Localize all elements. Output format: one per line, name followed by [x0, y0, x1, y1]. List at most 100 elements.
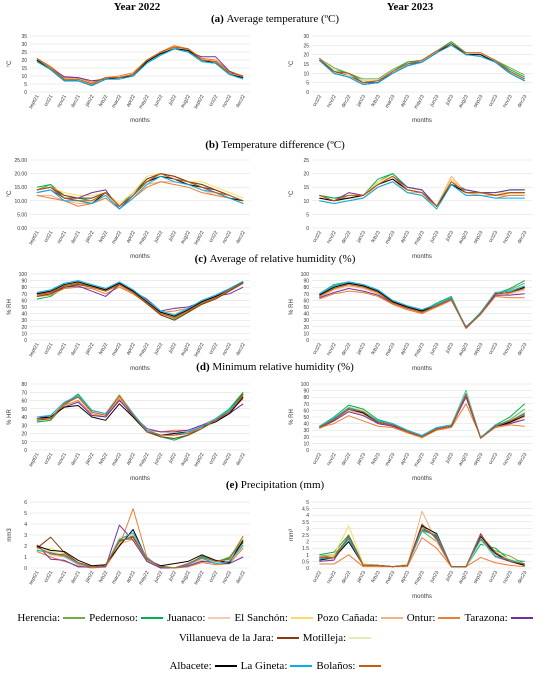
- y-axis-label: °C: [7, 60, 13, 67]
- y-tick-label: 30: [303, 34, 309, 40]
- x-tick-label: dec21: [70, 94, 82, 109]
- x-tick-label: nov23: [502, 230, 514, 245]
- series-line: [319, 537, 525, 568]
- x-tick-label: dec22: [340, 94, 352, 109]
- x-tick-label: dec23: [516, 452, 528, 467]
- y-tick-label: 60: [21, 399, 27, 405]
- series-line: [319, 175, 525, 207]
- legend-swatch: [290, 665, 313, 667]
- y-tick-label: 15: [21, 66, 27, 72]
- x-tick-label: sept22: [193, 342, 206, 358]
- x-tick-label: nov21: [56, 94, 68, 109]
- y-tick-label: 20: [303, 325, 309, 331]
- x-tick-label: jun22: [153, 230, 165, 245]
- panel-title: (b) Temperature difference (ºC): [205, 139, 345, 151]
- series-line: [319, 394, 525, 439]
- y-axis-label: % RH: [289, 409, 295, 425]
- x-tick-label: dec22: [340, 230, 352, 245]
- y-tick-label: 5.00: [17, 212, 27, 218]
- x-tick-label: mar22: [111, 342, 123, 357]
- x-tick-label: nov22: [326, 230, 338, 245]
- legend-label: Juanaco:: [166, 612, 206, 624]
- x-tick-label: nov21: [56, 452, 68, 467]
- x-tick-label: mar23: [384, 230, 396, 245]
- series-line: [36, 280, 244, 316]
- legend-label: Bolaños:: [316, 660, 356, 672]
- x-tick-label: jan22: [84, 452, 96, 467]
- y-tick-label: 1.5: [302, 546, 309, 552]
- x-tick-label: dec22: [235, 452, 247, 467]
- y-tick-label: 0: [306, 338, 309, 344]
- y-tick-label: 4: [306, 513, 309, 519]
- y-axis-label: °C: [7, 190, 13, 197]
- x-tick-label: jul23: [444, 570, 455, 583]
- series-line: [36, 400, 244, 433]
- y-tick-label: 0: [24, 448, 27, 454]
- y-tick-label: 0.5: [302, 559, 309, 565]
- x-tick-label: jul22: [167, 230, 178, 243]
- y-tick-label: 80: [21, 382, 27, 388]
- series-line: [319, 282, 525, 329]
- legend-label: Herencia:: [17, 612, 61, 624]
- x-tick-label: jul22: [167, 452, 178, 465]
- x-tick-label: sept21: [28, 342, 41, 358]
- y-tick-label: 5: [306, 212, 309, 218]
- x-axis-label: months: [130, 118, 150, 124]
- x-tick-label: nov22: [326, 570, 338, 585]
- y-tick-label: 20: [303, 172, 309, 178]
- series-line: [319, 175, 525, 207]
- series-line: [319, 390, 526, 439]
- legend-label: Ontur:: [406, 612, 436, 624]
- panel-title: (d) Minimum relative humidity (%): [196, 361, 354, 373]
- x-tick-label: dec22: [340, 570, 352, 585]
- y-tick-label: 10: [21, 331, 27, 337]
- x-tick-label: mar22: [111, 452, 123, 467]
- y-tick-label: 5: [306, 500, 309, 506]
- x-tick-label: feb22: [98, 230, 110, 244]
- y-tick-label: 0: [24, 90, 27, 96]
- x-tick-label: feb23: [370, 452, 382, 466]
- series-line: [319, 284, 525, 329]
- legend-label: Tarazona:: [464, 612, 508, 624]
- y-tick-label: 40: [21, 312, 27, 318]
- legend-swatch: [290, 617, 313, 619]
- series-line: [319, 280, 525, 329]
- x-tick-label: jan22: [84, 230, 96, 245]
- series-line: [36, 281, 244, 321]
- x-tick-label: aug23: [458, 452, 470, 467]
- series-line: [36, 281, 244, 317]
- x-axis-label: months: [130, 366, 150, 372]
- x-tick-label: oct23: [488, 94, 499, 108]
- x-tick-label: apr23: [399, 342, 411, 356]
- y-tick-label: 20.00: [14, 172, 27, 178]
- y-tick-label: 0: [306, 448, 309, 454]
- x-tick-label: jul22: [167, 570, 178, 583]
- y-tick-label: 10: [303, 331, 309, 337]
- y-tick-label: 100: [19, 272, 28, 278]
- charts: Year 2022 Year 2023 (a) Average temperat…: [7, 1, 532, 600]
- y-tick-label: 30: [21, 423, 27, 429]
- x-tick-label: aug22: [180, 94, 192, 109]
- series-line: [319, 403, 525, 438]
- x-tick-label: dec22: [235, 342, 247, 357]
- x-axis-label: months: [412, 476, 432, 482]
- x-tick-label: oct23: [488, 452, 499, 466]
- x-tick-label: nov23: [502, 570, 514, 585]
- legend-item: Albacete:: [169, 660, 237, 672]
- series-line: [319, 396, 525, 439]
- x-tick-label: jan22: [84, 570, 96, 585]
- x-tick-label: sep23: [472, 452, 484, 467]
- x-tick-label: oct22: [208, 94, 219, 108]
- x-tick-label: oct21: [43, 570, 54, 584]
- x-tick-label: jan22: [84, 94, 96, 109]
- x-tick-label: jun22: [153, 94, 165, 109]
- y-axis-label: mm3: [7, 528, 13, 542]
- x-tick-label: sept22: [193, 570, 206, 586]
- y-tick-label: 100: [301, 272, 310, 278]
- y-tick-label: 0: [306, 90, 309, 96]
- y-tick-label: 0: [306, 566, 309, 572]
- legend-item: Juanaco:: [166, 612, 231, 624]
- y-axis-label: % RH: [7, 299, 13, 315]
- legend-swatch: [349, 637, 372, 639]
- y-tick-label: 30: [303, 318, 309, 324]
